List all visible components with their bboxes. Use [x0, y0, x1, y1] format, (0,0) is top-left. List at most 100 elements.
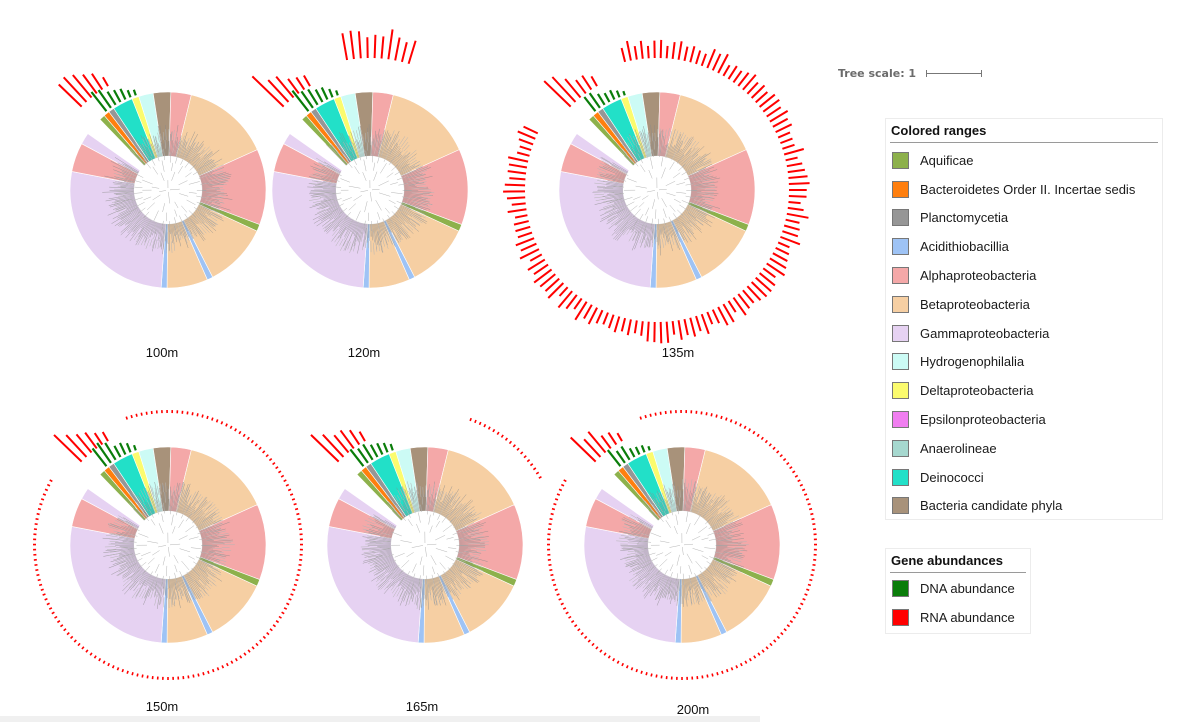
- tree-branch: [188, 536, 199, 540]
- tree-branch: [453, 576, 461, 583]
- tree-branch: [178, 231, 182, 241]
- tree-branch: [127, 211, 138, 220]
- rna-abundance-bar: [769, 642, 773, 647]
- leaf-label-line: [385, 148, 393, 161]
- rna-abundance-bar: [550, 512, 554, 516]
- tree-branch: [444, 501, 450, 511]
- tree-branch: [418, 575, 421, 587]
- rna-abundance-bar: [748, 428, 752, 432]
- tree-branch: [691, 151, 698, 157]
- rna-abundance-bar: [101, 431, 109, 442]
- dna-abundance-bar: [622, 90, 626, 96]
- leaf-label-line: [457, 554, 473, 560]
- leaf-label-line: [452, 512, 469, 525]
- tree-branch: [384, 237, 389, 249]
- leaf-label-line: [200, 200, 231, 211]
- leaf-label-line: [715, 538, 744, 542]
- tree-branch: [405, 581, 411, 592]
- tree-branch: [342, 197, 352, 202]
- rna-abundance-bar: [556, 593, 560, 596]
- tree-branch: [407, 179, 416, 182]
- tree-branch: [412, 200, 422, 204]
- tree-branch: [339, 238, 344, 246]
- leaf-label-line: [660, 129, 664, 157]
- leaf-label-line: [457, 553, 488, 562]
- tree-branch: [159, 494, 162, 504]
- leaf-label-line: [148, 490, 157, 514]
- tree-branch: [725, 537, 734, 539]
- rna-abundance-bar: [507, 156, 529, 163]
- tree-branch: [396, 587, 402, 597]
- tree-branch: [132, 581, 139, 588]
- leaf-label-line: [199, 556, 210, 561]
- tree-branch: [339, 207, 348, 215]
- tree-branch: [655, 497, 660, 505]
- tree-branch: [659, 146, 661, 158]
- rna-abundance-bar: [782, 457, 787, 462]
- leaf-label-line: [124, 570, 146, 595]
- leaf-label-line: [348, 135, 358, 159]
- leaf-label-line: [155, 222, 159, 235]
- tree-branch: [394, 145, 401, 155]
- tree-branch: [674, 130, 679, 139]
- tree-branch: [688, 564, 693, 575]
- rna-abundance-bar: [730, 667, 734, 671]
- leaf-label-line: [178, 222, 183, 235]
- leaf-label-line: [133, 491, 150, 517]
- tree-branch: [419, 586, 422, 599]
- tree-branch: [162, 597, 165, 608]
- tree-branch: [197, 531, 205, 535]
- tree-branch: [189, 230, 195, 240]
- tree-branch: [683, 213, 690, 220]
- tree-branch: [605, 196, 615, 199]
- tree-branch: [151, 498, 155, 508]
- rna-abundance-bar: [785, 156, 798, 162]
- rna-abundance-bar: [766, 106, 782, 118]
- tree-branch: [456, 573, 465, 581]
- tree-branch: [207, 564, 219, 571]
- tree-branch: [447, 567, 456, 575]
- tree-branch: [162, 482, 164, 493]
- dna-abundance-bar: [118, 442, 127, 455]
- leaf-label-line: [405, 575, 412, 589]
- legend-label: Betaproteobacteria: [920, 296, 1030, 312]
- leaf-label-line: [457, 555, 472, 561]
- tree-branch: [175, 132, 178, 142]
- leaf-label-line: [364, 139, 367, 157]
- tree-branch: [399, 158, 409, 167]
- leaf-label-line: [124, 497, 146, 521]
- tree-branch: [415, 178, 426, 182]
- tree-branch: [356, 130, 359, 140]
- rna-abundance-bar: [607, 432, 618, 446]
- rna-abundance-bar: [613, 316, 621, 333]
- tree-branch: [205, 533, 218, 537]
- tree-branch: [212, 515, 220, 520]
- leaf-label-line: [164, 578, 167, 596]
- tree-branch: [410, 582, 415, 594]
- leaf-label-line: [313, 163, 340, 176]
- tree-branch: [619, 220, 627, 228]
- leaf-label-line: [374, 536, 392, 540]
- leaf-label-line: [436, 501, 441, 514]
- leaf-label-line: [400, 203, 411, 209]
- leaf-label-line: [607, 180, 624, 184]
- tree-branch: [356, 139, 360, 150]
- tree-branch: [455, 551, 464, 554]
- tree-branch: [603, 192, 615, 194]
- tree-branch: [190, 547, 201, 550]
- color-swatch: [892, 267, 909, 285]
- tree-branch: [659, 238, 661, 248]
- tree-branch: [178, 581, 181, 590]
- tree-branch: [315, 167, 326, 172]
- leaf-label-line: [701, 505, 711, 518]
- tree-branch: [401, 515, 406, 521]
- tree-branch: [440, 491, 445, 501]
- tree-branch: [415, 212, 426, 219]
- tree-branch: [685, 147, 693, 156]
- tree-branch: [678, 132, 684, 144]
- tree-branch: [152, 145, 156, 155]
- color-swatch: [892, 497, 909, 515]
- tree-branch: [172, 526, 176, 534]
- legend-label: Alphaproteobacteria: [920, 268, 1037, 284]
- panel-label-100m: 100m: [145, 345, 179, 360]
